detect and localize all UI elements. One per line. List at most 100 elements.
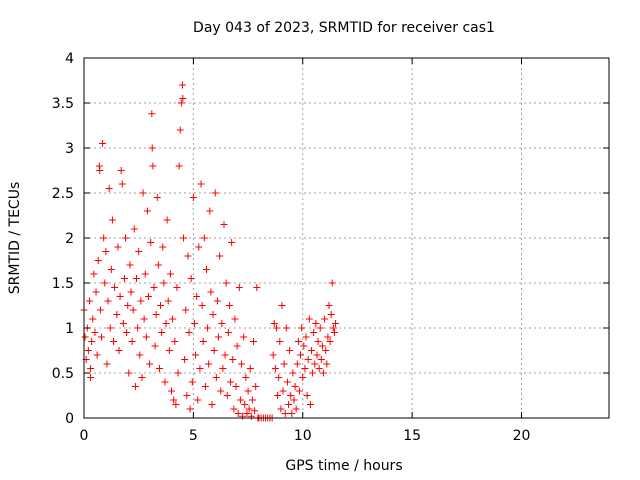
grid-lines [84, 58, 609, 418]
data-point [282, 324, 290, 332]
data-point [322, 347, 330, 354]
data-point [317, 356, 325, 363]
data-point [149, 162, 157, 170]
y-tick-label: 3.5 [52, 96, 74, 112]
data-point [298, 324, 306, 332]
data-point [330, 329, 338, 336]
data-point [123, 329, 131, 336]
data-point [98, 333, 105, 341]
data-point [120, 275, 128, 282]
data-point [290, 396, 298, 404]
data-point [211, 189, 219, 197]
data-point [293, 360, 301, 368]
data-point [139, 189, 147, 197]
data-point [289, 369, 297, 377]
data-point [129, 306, 137, 314]
data-point [252, 383, 260, 390]
data-point [104, 297, 112, 305]
axis-ticks: 0 0.5 1 1.5 2 2.5 3 3.5 4 0 5 10 15 20 [52, 51, 609, 444]
data-point [146, 360, 154, 368]
data-point [301, 365, 309, 372]
x-tick-label: 20 [513, 428, 531, 444]
x-axis-label: GPS time / hours [285, 458, 402, 474]
y-tick-label: 2.5 [52, 186, 74, 202]
data-point [242, 374, 250, 381]
data-point [118, 180, 126, 188]
data-point [238, 360, 245, 368]
data-point [244, 387, 252, 395]
data-point [141, 270, 149, 278]
data-point [137, 297, 145, 305]
data-point [236, 396, 244, 404]
data-point [115, 347, 123, 354]
data-point [291, 383, 299, 390]
data-point [185, 329, 193, 336]
data-point [206, 207, 214, 215]
data-point [303, 392, 311, 399]
data-point [148, 144, 156, 152]
data-point [94, 257, 102, 264]
data-point [235, 284, 243, 291]
data-point [140, 315, 148, 323]
data-point [209, 311, 217, 318]
data-point [172, 401, 180, 408]
data-point [205, 360, 213, 368]
x-tick-label: 10 [294, 428, 312, 444]
data-point [173, 284, 181, 291]
data-point [164, 297, 172, 305]
y-axis-label: SRMTID / TECUs [7, 182, 23, 295]
data-point [198, 302, 206, 309]
data-point [85, 297, 93, 305]
data-point [200, 234, 208, 242]
data-point [243, 410, 251, 417]
data-point [147, 239, 155, 246]
data-point [178, 81, 186, 89]
data-point [318, 342, 326, 350]
data-point [196, 365, 204, 372]
data-point [131, 383, 139, 390]
y-tick-label: 3 [65, 141, 74, 157]
data-point [169, 315, 177, 323]
chart-title: Day 043 of 2023, SRMTID for receiver cas… [193, 20, 495, 36]
data-point [133, 275, 140, 282]
data-point [269, 351, 277, 359]
data-point [134, 324, 142, 332]
data-point [295, 387, 303, 395]
data-point [170, 396, 178, 404]
data-point [288, 410, 296, 417]
data-point [179, 95, 187, 102]
data-point [217, 387, 225, 395]
data-point [148, 110, 156, 118]
data-point [306, 401, 314, 408]
data-point [166, 270, 174, 278]
data-point [91, 329, 99, 336]
data-point [240, 333, 248, 341]
y-tick-label: 1 [65, 321, 74, 337]
data-point [204, 324, 212, 332]
data-point [96, 306, 104, 314]
data-point [294, 338, 302, 345]
data-point [325, 302, 333, 309]
data-point [270, 320, 278, 327]
data-point [160, 279, 168, 287]
data-point [110, 338, 118, 345]
data-point [221, 351, 229, 359]
data-point [190, 320, 198, 327]
data-point [116, 293, 124, 300]
data-point [276, 338, 284, 345]
y-tick-label: 0 [65, 411, 74, 427]
data-point [177, 99, 185, 107]
data-point [278, 302, 286, 309]
data-point [171, 338, 179, 345]
data-point [222, 279, 230, 287]
data-point [162, 320, 170, 327]
data-point [197, 180, 205, 188]
data-point [241, 401, 249, 408]
y-tick-label: 1.5 [52, 276, 74, 292]
data-point [100, 234, 108, 242]
data-point [220, 221, 228, 228]
data-point [327, 311, 335, 318]
data-point [310, 329, 318, 336]
data-point [168, 387, 175, 395]
